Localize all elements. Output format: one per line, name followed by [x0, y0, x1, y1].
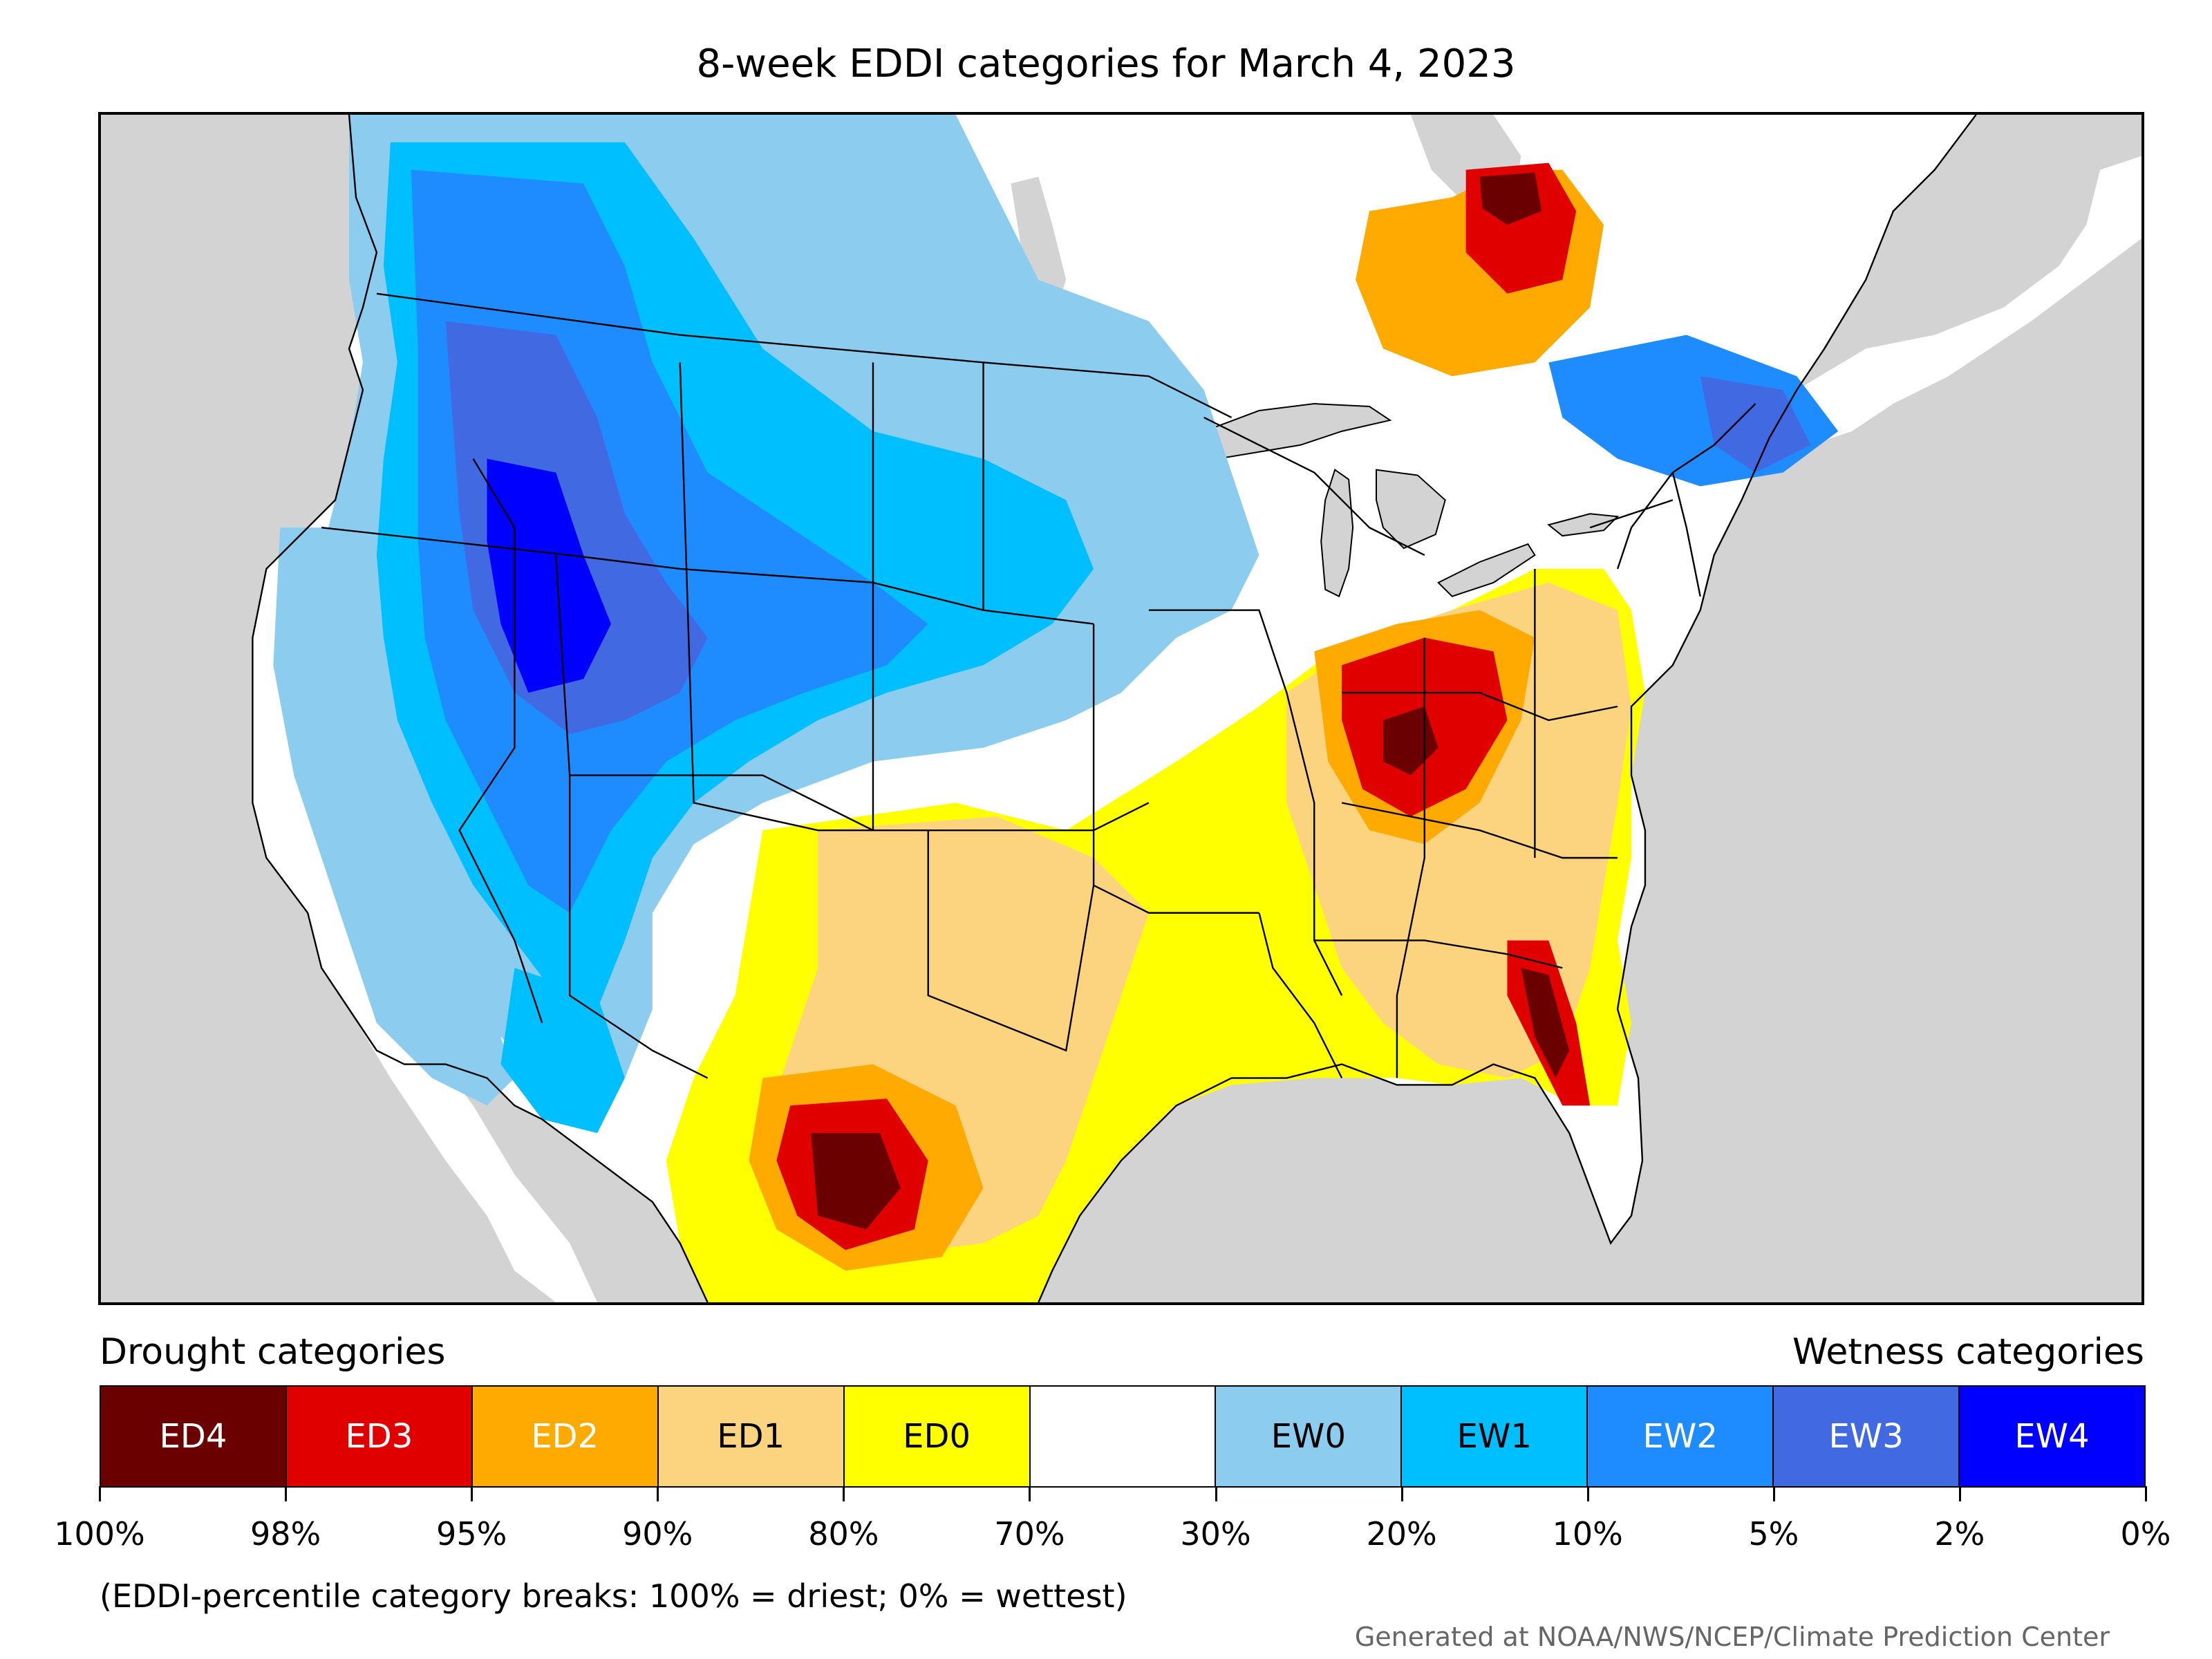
wetness-categories-heading: Wetness categories: [1792, 1331, 2144, 1373]
legend-cell-ed2: ED2: [472, 1387, 659, 1486]
wet-region-ew0-west-coast: [273, 527, 515, 1106]
lake-superior: [1203, 403, 1392, 460]
legend-tick-label: 98%: [250, 1515, 321, 1553]
legend-cell-neutral: [1030, 1387, 1217, 1486]
legend-tick-label: 95%: [436, 1515, 507, 1553]
legend-tick: [1029, 1486, 1031, 1501]
legend-colorbar: ED4 ED3 ED2 ED1 ED0 EW0 EW1 EW2 EW3 EW4: [100, 1385, 2146, 1488]
lake-erie: [1437, 543, 1536, 597]
legend-tick-label: 0%: [2120, 1515, 2171, 1553]
east-coastline: [1038, 115, 1977, 1302]
legend-tick-label: 90%: [622, 1515, 693, 1553]
legend-tick: [285, 1486, 288, 1501]
legend-cell-ew1: EW1: [1402, 1387, 1588, 1486]
legend-cell-ed3: ED3: [286, 1387, 473, 1486]
map-title: 8-week EDDI categories for March 4, 2023: [696, 41, 1516, 86]
dry-region-ed4-florida: [1521, 968, 1570, 1078]
maritimes-land: [1797, 156, 2141, 445]
credit-line: Generated at NOAA/NWS/NCEP/Climate Predi…: [1354, 1622, 2110, 1652]
legend-tick: [1400, 1486, 1403, 1501]
legend-tick: [1215, 1486, 1217, 1501]
legend-cell-ed4: ED4: [101, 1387, 287, 1486]
legend-tick-label: 2%: [1934, 1515, 1985, 1553]
legend-cell-ed0: ED0: [844, 1387, 1031, 1486]
wet-region-ew4: [487, 458, 611, 693]
dry-region-ed4-south: [811, 1133, 901, 1230]
legend-tick: [657, 1486, 659, 1501]
legend-tick-label: 10%: [1552, 1515, 1623, 1553]
legend-tick: [1586, 1486, 1589, 1501]
legend-tick: [2145, 1486, 2147, 1501]
legend-tick-label: 5%: [1748, 1515, 1799, 1553]
dry-region-ed4-great-lakes: [1479, 172, 1542, 225]
atlantic-ocean: [1618, 115, 2141, 1302]
coastline: [252, 115, 709, 1302]
legend-tick: [843, 1486, 845, 1501]
baja-peninsula: [308, 912, 598, 1302]
drought-categories-heading: Drought categories: [100, 1331, 446, 1373]
legend-tick: [471, 1486, 474, 1501]
lake-michigan: [1320, 469, 1354, 598]
political-borders: [321, 292, 1756, 1079]
legend-tick-label: 100%: [54, 1515, 145, 1553]
legend-cell-ew3: EW3: [1774, 1387, 1960, 1486]
eddi-map-canvas: [252, 115, 2141, 1302]
legend-tick: [99, 1486, 101, 1501]
legend-cell-ed1: ED1: [658, 1387, 845, 1486]
legend-tick-label: 80%: [808, 1515, 879, 1553]
wet-region-ew3-maine: [1700, 376, 1811, 473]
lake-ontario: [1547, 513, 1620, 537]
legend-tick: [1772, 1486, 1775, 1501]
eddi-map: [98, 112, 2144, 1305]
legend-tick-label: 70%: [994, 1515, 1065, 1553]
category-breaks-footnote: (EDDI-percentile category breaks: 100% =…: [100, 1577, 1127, 1615]
wet-region-ew1-mexico: [500, 968, 625, 1134]
legend-cell-ew0: EW0: [1216, 1387, 1403, 1486]
legend-tick-label: 30%: [1180, 1515, 1251, 1553]
legend-cell-ew2: EW2: [1588, 1387, 1774, 1486]
legend-tick-label: 20%: [1366, 1515, 1437, 1553]
legend-cell-ew4: EW4: [1960, 1387, 2144, 1486]
lake-huron: [1376, 469, 1446, 550]
legend-tick: [1958, 1486, 1961, 1501]
